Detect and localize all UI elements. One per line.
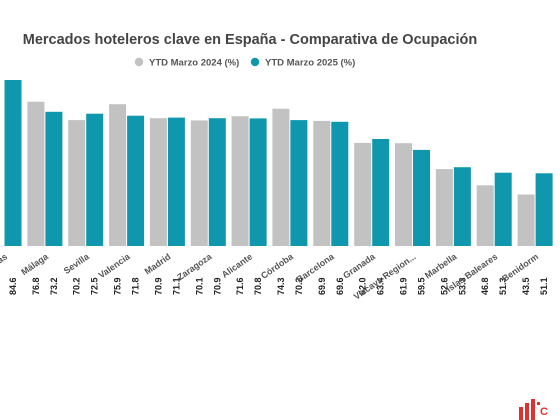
value-label-2024-12: 46.8 [480, 277, 490, 295]
logo-bar-2 [525, 403, 529, 420]
value-label-2025-3: 71.8 [131, 277, 141, 295]
bar-2025-12 [494, 172, 512, 246]
legend: YTD Marzo 2024 (%) YTD Marzo 2025 (%) [134, 57, 355, 69]
bar-2024-12 [476, 185, 494, 246]
logo-bar-1 [519, 407, 523, 420]
value-label-2024-13: 43.5 [521, 277, 531, 295]
category-label-1: Málaga [19, 251, 51, 277]
category-label-0: as [0, 251, 9, 265]
bar-2024-13 [517, 194, 535, 246]
value-labels-group: 84.6 76.8 73.2 70.2 72.5 75.9 71.8 70.9 71.1 70.1… [8, 277, 549, 295]
bar-2025-11 [453, 167, 471, 246]
value-label-2025-10: 59.5 [417, 277, 427, 295]
legend-marker-2024 [134, 57, 144, 67]
category-label-4: Madrid [143, 251, 173, 276]
logo-letter: C [540, 406, 548, 418]
value-label-2025-1: 73.2 [49, 277, 59, 295]
value-label-2024-6: 71.6 [235, 277, 245, 295]
category-label-2: Sevilla [62, 251, 92, 276]
value-label-2025-9: 63.4 [376, 277, 386, 295]
legend-label-2025: YTD Marzo 2025 (%) [265, 58, 355, 69]
value-label-2024-1: 76.8 [31, 277, 41, 295]
value-label-2025-7: 70.2 [294, 277, 304, 295]
category-label-11: Marbella [423, 251, 459, 281]
bar-2024-5 [190, 120, 208, 246]
legend-label-2024: YTD Marzo 2024 (%) [149, 58, 239, 69]
value-label-2024-5: 70.1 [194, 277, 204, 295]
bar-2024-11 [435, 169, 453, 246]
value-label-2024-8: 69.9 [317, 277, 327, 295]
bar-2025-10 [413, 149, 430, 246]
value-label-2024-9: 62.0 [358, 277, 368, 295]
value-label-2025-13: 51.1 [539, 277, 549, 295]
value-label-2025-4: 71.1 [171, 277, 181, 295]
bar-2025-8 [331, 121, 349, 246]
bar-2024-2 [68, 120, 86, 246]
legend-marker-2025 [250, 57, 260, 67]
bar-2024-4 [149, 118, 167, 246]
value-label-2025-5: 70.9 [212, 277, 222, 295]
bar-2024-8 [313, 120, 331, 246]
value-label-2025-6: 70.8 [253, 277, 263, 295]
bars-group [4, 80, 553, 246]
bar-2024-7 [272, 108, 290, 246]
value-label-2024-10: 61.9 [399, 277, 409, 295]
category-label-9: Granada [341, 251, 377, 281]
logo-bar-4 [537, 402, 540, 405]
bar-2025-4 [167, 117, 185, 246]
bar-2025-3 [127, 115, 145, 246]
category-label-7: Córdoba [259, 251, 296, 281]
category-label-3: Valencia [96, 251, 132, 280]
bar-2025-0 [4, 80, 22, 246]
category-label-6: Alicante [220, 251, 254, 279]
bar-2024-9 [354, 142, 372, 246]
bar-2024-6 [231, 116, 249, 246]
bar-2025-1 [45, 111, 63, 246]
bar-2025-9 [372, 139, 390, 246]
value-label-2024-2: 70.2 [72, 277, 82, 295]
category-label-8: Barcelona [295, 251, 337, 285]
value-label-2025-2: 72.5 [90, 277, 100, 295]
bar-2024-1 [27, 101, 45, 246]
bar-2025-13 [535, 173, 553, 246]
value-label-2024-7: 74.3 [276, 277, 286, 295]
bar-2025-2 [86, 113, 104, 246]
value-label-2024-3: 75.9 [113, 277, 123, 295]
bar-2024-3 [109, 104, 127, 246]
value-label-2025-11: 53.3 [457, 277, 467, 295]
bar-2025-5 [208, 118, 226, 246]
bar-2025-7 [290, 120, 308, 246]
value-label-2024-4: 70.9 [153, 277, 163, 295]
value-label-2025-0: 84.6 [8, 277, 18, 295]
bar-2024-10 [395, 143, 412, 246]
chart-title: Mercados hoteleros clave en España - Com… [23, 32, 477, 48]
value-label-2024-11: 52.6 [439, 277, 449, 295]
brand-logo: C [519, 399, 548, 420]
logo-bar-3 [531, 399, 535, 420]
bar-2025-6 [249, 118, 267, 246]
value-label-2025-12: 51.3 [498, 277, 508, 295]
value-label-2025-8: 69.6 [335, 277, 345, 295]
